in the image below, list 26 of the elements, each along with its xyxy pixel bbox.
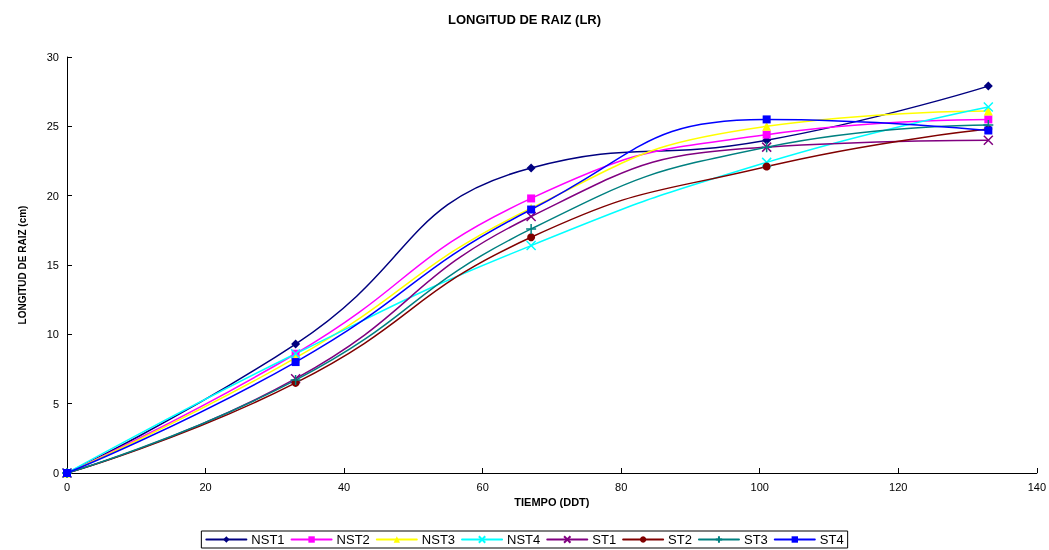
- y-tick-label: 15: [46, 259, 59, 271]
- y-axis-title: LONGITUD DE RAIZ (cm): [16, 205, 28, 325]
- y-tick-label: 10: [46, 328, 59, 341]
- legend-label: ST1: [592, 532, 617, 547]
- y-tick-label: 5: [52, 397, 59, 410]
- x-tick-label: 120: [889, 480, 908, 493]
- y-tick-label: 20: [46, 189, 59, 202]
- x-tick-label: 20: [199, 480, 212, 493]
- x-tick-label: 80: [615, 480, 628, 493]
- legend-label: ST4: [819, 532, 844, 547]
- legend-label: NST3: [421, 532, 456, 547]
- x-tick-label: 40: [337, 480, 351, 493]
- legend-label: ST3: [743, 532, 768, 547]
- y-tick-label: 30: [46, 51, 59, 63]
- x-tick-label: 100: [750, 480, 769, 493]
- x-tick-label: 0: [63, 480, 71, 493]
- x-axis-title: TIEMPO (DDT): [514, 496, 590, 509]
- legend-label: ST2: [668, 532, 692, 547]
- y-tick-label: 0: [52, 467, 59, 479]
- legend-label: NST1: [251, 532, 285, 547]
- x-tick-label: 140: [1027, 480, 1046, 493]
- chart-title: LONGITUD DE RAIZ (LR): [447, 12, 602, 27]
- legend-label: NST4: [507, 532, 541, 547]
- y-tick-label: 25: [46, 120, 59, 133]
- x-tick-label: 60: [476, 480, 489, 493]
- legend-label: NST2: [336, 532, 370, 547]
